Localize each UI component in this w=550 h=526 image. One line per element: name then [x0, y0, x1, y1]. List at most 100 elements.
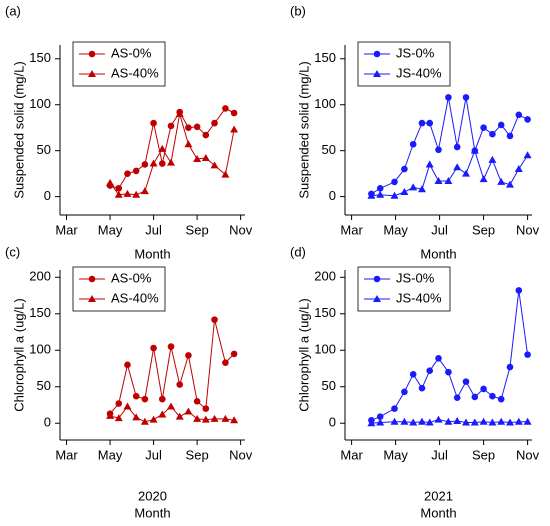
marker [497, 121, 505, 129]
marker [425, 160, 434, 168]
marker [462, 169, 470, 177]
marker [453, 394, 461, 401]
marker [193, 154, 202, 162]
y-axis-label: Suspended solid (mg/L) [296, 61, 311, 198]
marker [140, 187, 149, 195]
marker [497, 177, 506, 185]
legend-marker [373, 295, 381, 302]
marker [132, 413, 141, 421]
marker [132, 190, 141, 198]
marker [124, 361, 131, 369]
marker [230, 109, 238, 117]
marker [175, 412, 184, 420]
x-tick-label: Mar [340, 447, 363, 462]
y-tick-label: 100 [314, 96, 336, 111]
marker [201, 415, 210, 423]
x-tick-label: May [98, 447, 123, 462]
marker [523, 417, 532, 425]
marker [184, 140, 193, 148]
x-tick-label: Nov [229, 222, 253, 237]
legend-label: AS-0% [111, 270, 152, 285]
legend-label: JS-40% [396, 290, 442, 305]
marker [471, 393, 479, 401]
y-tick-label: 0 [329, 415, 336, 430]
marker [376, 190, 385, 198]
legend-marker [373, 70, 381, 77]
marker [167, 402, 175, 410]
panel-label: (c) [5, 244, 20, 259]
marker [202, 131, 210, 139]
year-label: 2020 [138, 488, 167, 503]
legend-box [357, 266, 451, 312]
marker [167, 158, 175, 166]
marker [489, 130, 496, 138]
marker [123, 402, 132, 410]
legend-box [72, 266, 166, 312]
marker [445, 368, 452, 376]
y-tick-label: 200 [29, 269, 51, 284]
marker [480, 385, 487, 393]
legend-label: JS-0% [396, 270, 435, 285]
marker [230, 350, 238, 358]
y-tick-label: 100 [29, 342, 51, 357]
marker [409, 183, 418, 191]
marker [132, 392, 140, 400]
marker [426, 119, 434, 127]
y-tick-label: 150 [29, 50, 51, 65]
x-tick-label: Nov [229, 447, 253, 462]
y-tick-label: 200 [314, 269, 336, 284]
marker [401, 388, 408, 396]
legend-marker [373, 50, 381, 58]
marker [409, 418, 418, 426]
marker [462, 378, 470, 385]
y-axis-label: Suspended solid (mg/L) [11, 61, 26, 198]
marker [453, 417, 462, 425]
y-tick-label: 0 [44, 188, 51, 203]
x-tick-label: Nov [516, 447, 540, 462]
marker [514, 165, 523, 173]
marker [150, 119, 157, 127]
marker [141, 395, 149, 403]
marker [211, 119, 218, 127]
marker [184, 407, 193, 415]
x-tick-label: Sep [186, 222, 209, 237]
x-axis-label: Month [420, 246, 456, 261]
x-tick-label: Sep [186, 447, 209, 462]
marker [391, 405, 398, 412]
legend-marker [88, 70, 96, 77]
panel-label: (b) [290, 3, 306, 18]
marker [488, 418, 497, 426]
y-tick-label: 50 [322, 378, 336, 393]
legend-label: AS-0% [111, 45, 152, 60]
marker [418, 384, 426, 392]
marker [106, 411, 115, 419]
marker [158, 410, 167, 418]
marker [202, 405, 210, 412]
marker [124, 170, 131, 177]
marker [158, 144, 167, 152]
y-tick-label: 50 [322, 142, 336, 157]
marker [230, 416, 239, 424]
marker [210, 414, 219, 422]
marker [221, 170, 230, 178]
marker [453, 163, 462, 171]
legend-label: JS-0% [396, 45, 435, 60]
marker [106, 178, 115, 186]
marker [409, 140, 417, 148]
marker [115, 185, 123, 192]
marker [140, 417, 149, 425]
marker [435, 146, 442, 154]
y-tick-label: 0 [44, 415, 51, 430]
marker [115, 400, 123, 407]
marker [418, 417, 426, 425]
marker [400, 188, 409, 196]
y-tick-label: 50 [37, 142, 51, 157]
marker [479, 417, 488, 425]
marker [149, 159, 158, 167]
y-tick-label: 150 [29, 305, 51, 320]
x-tick-label: Nov [516, 222, 540, 237]
x-tick-label: Sep [472, 447, 495, 462]
marker [376, 413, 384, 420]
y-tick-label: 0 [329, 188, 336, 203]
